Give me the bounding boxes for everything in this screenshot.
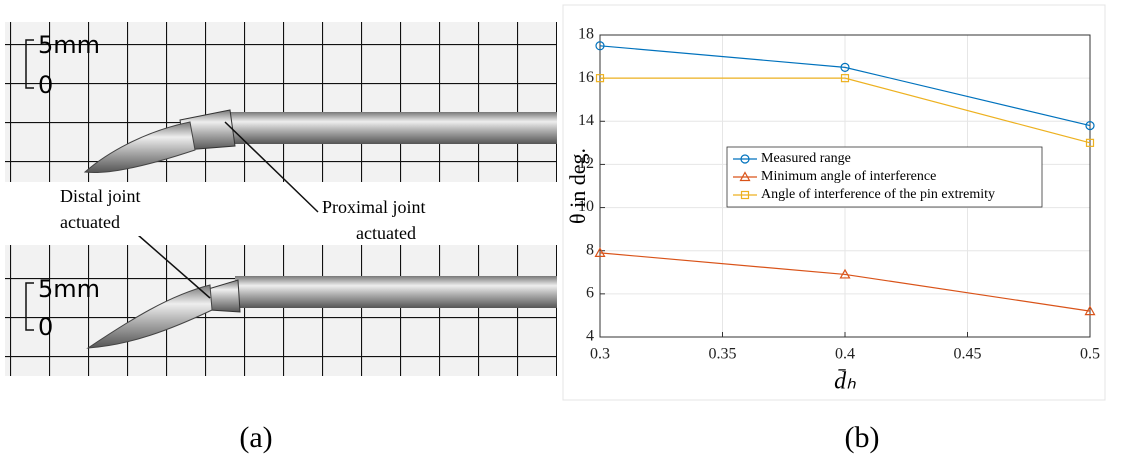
y-tick-label: 8 <box>586 241 594 258</box>
legend-label: Minimum angle of interference <box>761 169 936 184</box>
line <box>599 252 1091 312</box>
caption: (a) <box>239 421 272 454</box>
marker <box>740 190 750 200</box>
x-tick-label: 0.35 <box>709 346 737 363</box>
scale-brackets <box>25 39 34 331</box>
y-tick-label: 12 <box>578 155 594 172</box>
marker <box>1084 305 1096 316</box>
y-tick-label: 4 <box>586 328 594 345</box>
label-bg <box>55 186 185 236</box>
annotation: actuated <box>60 212 120 232</box>
chart: 4 6 8 10 12 14 16 18 0.3 0.35 0.4 0.45 0.5 d̄ₕ θ in de… <box>565 26 1100 395</box>
y-tick-label: 6 <box>586 285 594 302</box>
annotation-leaders <box>129 121 319 299</box>
annotation: actuated <box>356 223 416 243</box>
legend-label: Angle of interference of the pin extremi… <box>761 187 995 202</box>
x-tick-label: 0.45 <box>954 346 982 363</box>
line <box>600 77 1091 144</box>
marker <box>595 41 605 51</box>
marker <box>1085 138 1095 147</box>
marker <box>1085 120 1095 131</box>
y-axis-label: θ in deg. <box>565 148 590 224</box>
x-tick-label: 0.3 <box>590 346 610 363</box>
marker <box>840 62 850 72</box>
marker <box>594 247 606 257</box>
x-tick-label: 0.5 <box>1080 346 1100 363</box>
marker <box>740 154 750 164</box>
photo-top <box>5 22 557 182</box>
annotation: Proximal joint <box>322 197 426 217</box>
legend-label: Measured range <box>761 151 851 166</box>
caption: (b) <box>845 421 880 454</box>
legend-box <box>726 146 1043 208</box>
x-tick-label: 0.4 <box>835 346 855 363</box>
scale-label: 0 <box>38 71 53 99</box>
marker <box>595 74 605 83</box>
y-tick-label: 10 <box>578 198 594 215</box>
x-axis-label: d̄ₕ <box>834 369 856 395</box>
photo-bottom <box>5 245 557 376</box>
marker <box>739 171 751 182</box>
scale-label: 5mm <box>38 31 100 59</box>
plot-border <box>599 34 1091 338</box>
y-tick-label: 16 <box>578 69 594 86</box>
y-tick-label: 18 <box>578 26 594 43</box>
marker <box>839 268 851 279</box>
marker <box>840 74 850 83</box>
line <box>599 45 1091 127</box>
scale-label: 0 <box>38 313 53 341</box>
scale-label: 5mm <box>38 275 100 303</box>
y-tick-label: 14 <box>578 112 594 129</box>
annotation: Distal joint <box>60 186 141 206</box>
